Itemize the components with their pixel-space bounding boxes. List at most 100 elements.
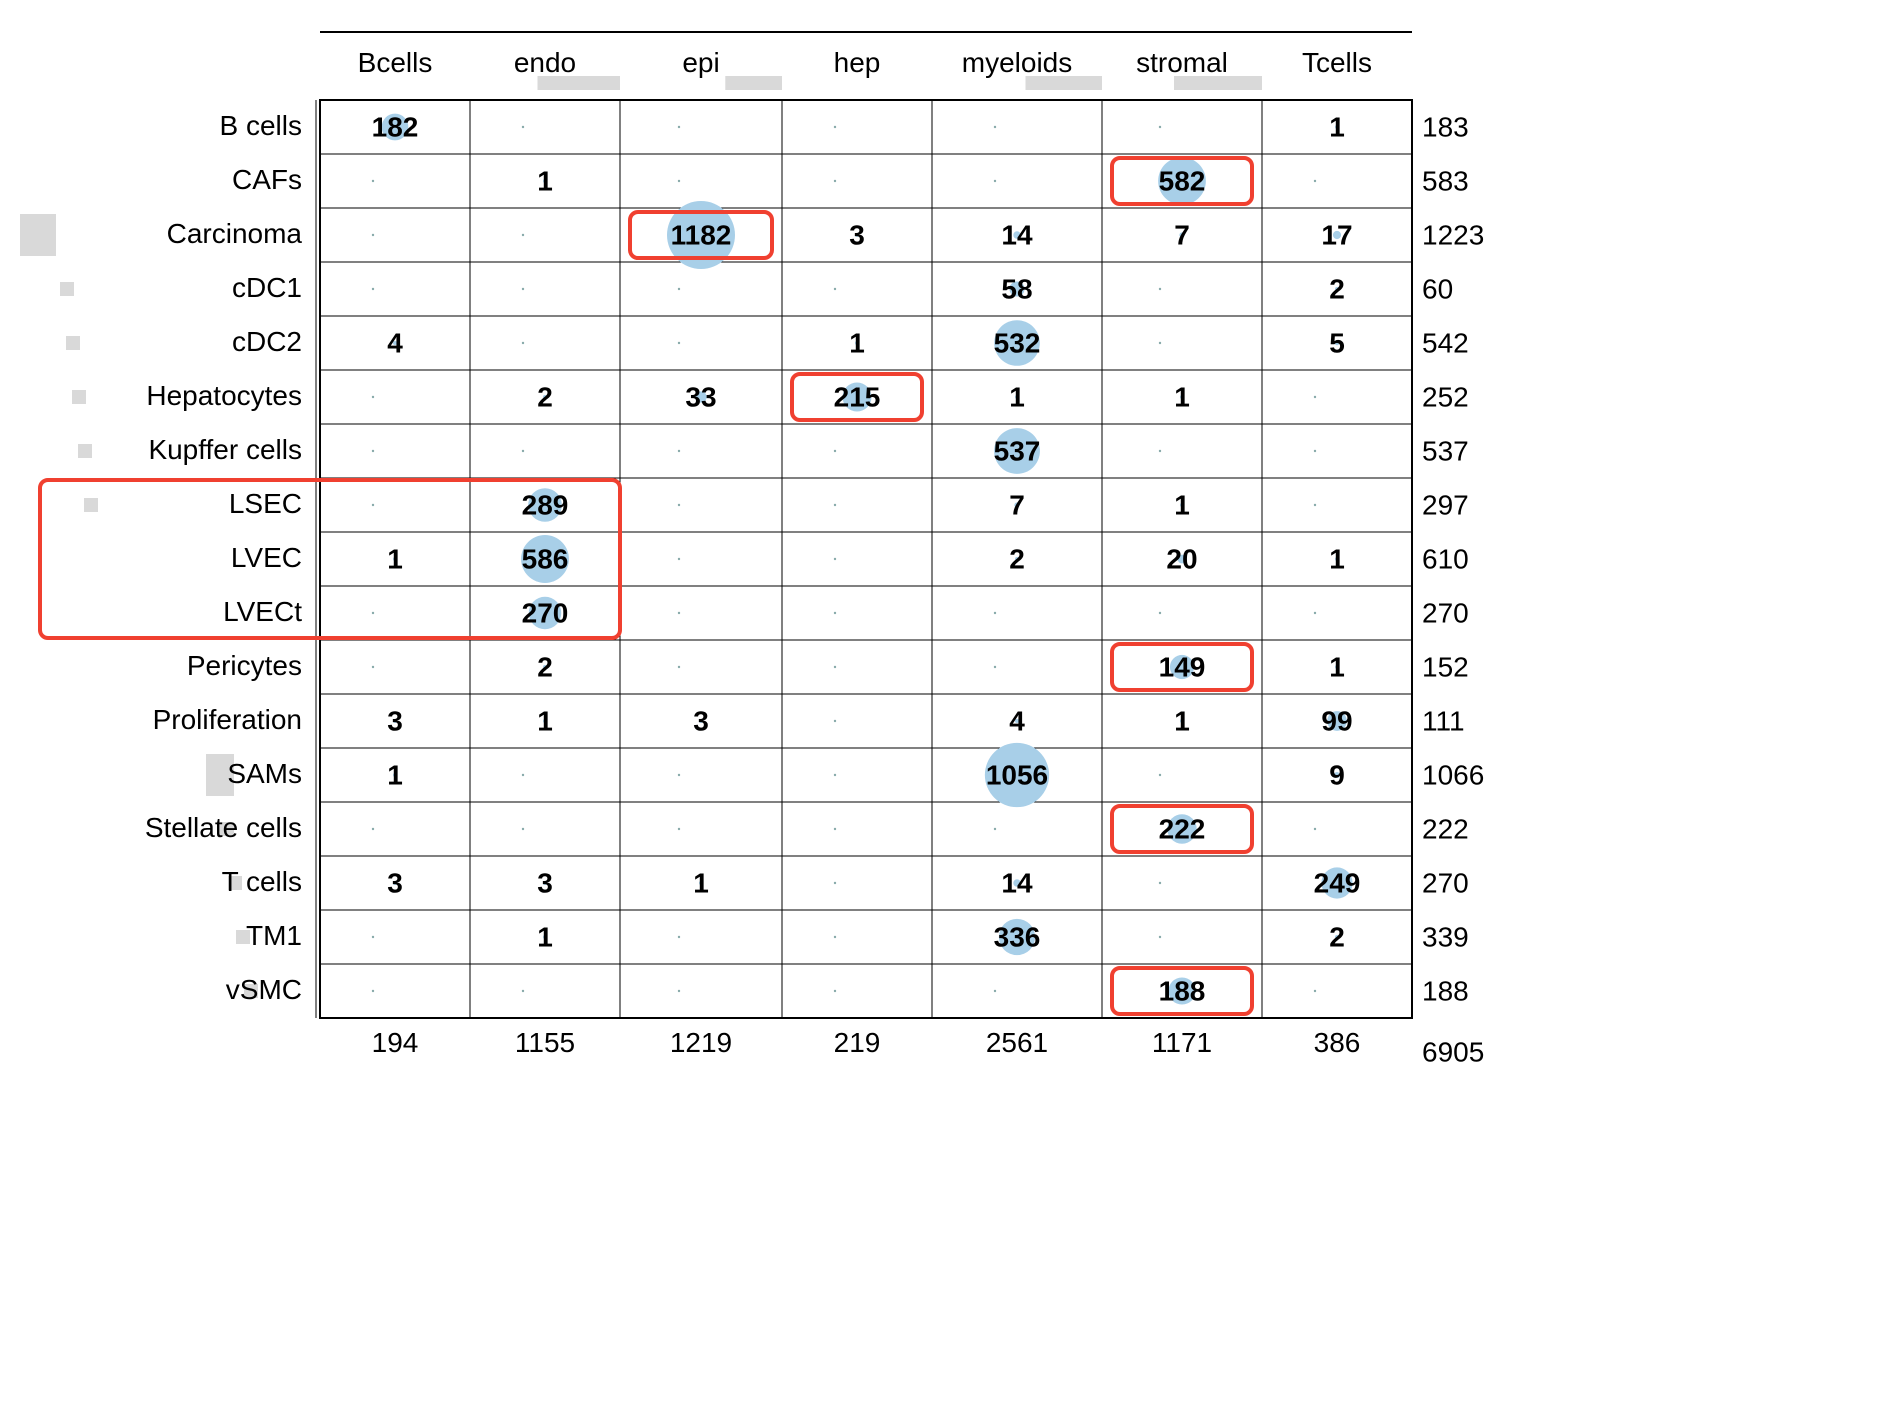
row-label: LVEC <box>231 542 302 573</box>
column-header: Bcells <box>358 47 433 78</box>
cell-value: 1 <box>387 760 403 791</box>
col-total: 1155 <box>515 1027 575 1058</box>
cell-value: 270 <box>522 598 569 629</box>
cell-dot <box>522 126 524 128</box>
cell-value: 2 <box>1009 544 1025 575</box>
cell-dot <box>372 504 374 506</box>
row-label: TM1 <box>246 920 302 951</box>
cell-dot <box>1314 990 1316 992</box>
cell-value: 249 <box>1314 868 1361 899</box>
cell-dot <box>834 612 836 614</box>
cell-value: 289 <box>522 490 569 521</box>
cell-dot <box>372 450 374 452</box>
cell-dot <box>834 936 836 938</box>
cell-dot <box>678 612 680 614</box>
cell-value: 1 <box>1329 544 1345 575</box>
row-label: Pericytes <box>187 650 302 681</box>
cell-value: 582 <box>1159 166 1206 197</box>
cell-dot <box>678 504 680 506</box>
row-label: Carcinoma <box>167 218 303 249</box>
cell-value: 4 <box>1009 706 1025 737</box>
cell-dot <box>678 126 680 128</box>
cell-value: 1182 <box>671 220 732 251</box>
cell-dot <box>372 666 374 668</box>
col-header-bar <box>1026 76 1103 90</box>
row-label: T cells <box>222 866 302 897</box>
cell-value: 1 <box>849 328 865 359</box>
cell-dot <box>834 882 836 884</box>
row-label: Kupffer cells <box>148 434 302 465</box>
col-header-bar <box>1174 76 1262 90</box>
col-total: 219 <box>834 1027 881 1058</box>
cell-dot <box>372 990 374 992</box>
cell-dot <box>994 126 996 128</box>
cell-dot <box>834 774 836 776</box>
cell-dot <box>522 774 524 776</box>
grand-total: 6905 <box>1422 1037 1484 1068</box>
row-label: Hepatocytes <box>146 380 302 411</box>
cell-value: 14 <box>1001 868 1033 899</box>
cell-dot <box>678 180 680 182</box>
row-total: 252 <box>1422 382 1469 413</box>
cell-value: 3 <box>537 868 553 899</box>
cell-value: 149 <box>1159 652 1206 683</box>
cell-value: 1 <box>537 706 553 737</box>
cell-dot <box>834 126 836 128</box>
cell-dot <box>994 828 996 830</box>
cell-value: 188 <box>1159 976 1206 1007</box>
row-total: 222 <box>1422 814 1469 845</box>
cell-value: 586 <box>522 544 569 575</box>
cell-value: 1 <box>1174 382 1190 413</box>
cell-dot <box>1314 612 1316 614</box>
cell-dot <box>372 828 374 830</box>
row-label: SAMs <box>227 758 302 789</box>
cell-value: 1 <box>537 166 553 197</box>
col-total: 386 <box>1314 1027 1361 1058</box>
cell-value: 182 <box>372 112 419 143</box>
cell-dot <box>678 450 680 452</box>
row-total: 183 <box>1422 112 1469 143</box>
cell-dot <box>1314 450 1316 452</box>
cell-dot <box>522 234 524 236</box>
cell-value: 336 <box>994 922 1041 953</box>
cell-dot <box>678 288 680 290</box>
cell-value: 2 <box>537 652 553 683</box>
cell-dot <box>678 774 680 776</box>
cell-value: 2 <box>1329 274 1345 305</box>
stair-icon <box>66 336 80 350</box>
stair-icon <box>60 282 74 296</box>
cell-dot <box>1314 504 1316 506</box>
cell-dot <box>1159 288 1161 290</box>
cell-dot <box>834 450 836 452</box>
row-total: 297 <box>1422 490 1469 521</box>
cell-value: 4 <box>387 328 403 359</box>
cell-dot <box>522 288 524 290</box>
cell-dot <box>678 936 680 938</box>
row-total: 583 <box>1422 166 1469 197</box>
cell-dot <box>1159 936 1161 938</box>
row-total: 111 <box>1422 706 1465 737</box>
cell-dot <box>678 828 680 830</box>
cell-dot <box>834 720 836 722</box>
cell-value: 20 <box>1166 544 1197 575</box>
cell-dot <box>372 936 374 938</box>
cell-dot <box>994 180 996 182</box>
row-total: 542 <box>1422 328 1469 359</box>
cell-value: 7 <box>1174 220 1190 251</box>
cell-dot <box>1314 828 1316 830</box>
cell-value: 1 <box>1329 652 1345 683</box>
cell-dot <box>1159 126 1161 128</box>
row-total: 270 <box>1422 598 1469 629</box>
stair-icon <box>72 390 86 404</box>
col-total: 1171 <box>1152 1027 1212 1058</box>
column-header: Tcells <box>1302 47 1372 78</box>
cell-value: 1 <box>1009 382 1025 413</box>
cell-value: 1 <box>1174 706 1190 737</box>
column-header: hep <box>834 47 881 78</box>
cell-value: 3 <box>387 706 403 737</box>
cell-value: 33 <box>685 382 716 413</box>
cell-dot <box>834 558 836 560</box>
cell-value: 9 <box>1329 760 1345 791</box>
row-label: cDC2 <box>232 326 302 357</box>
cell-dot <box>994 666 996 668</box>
